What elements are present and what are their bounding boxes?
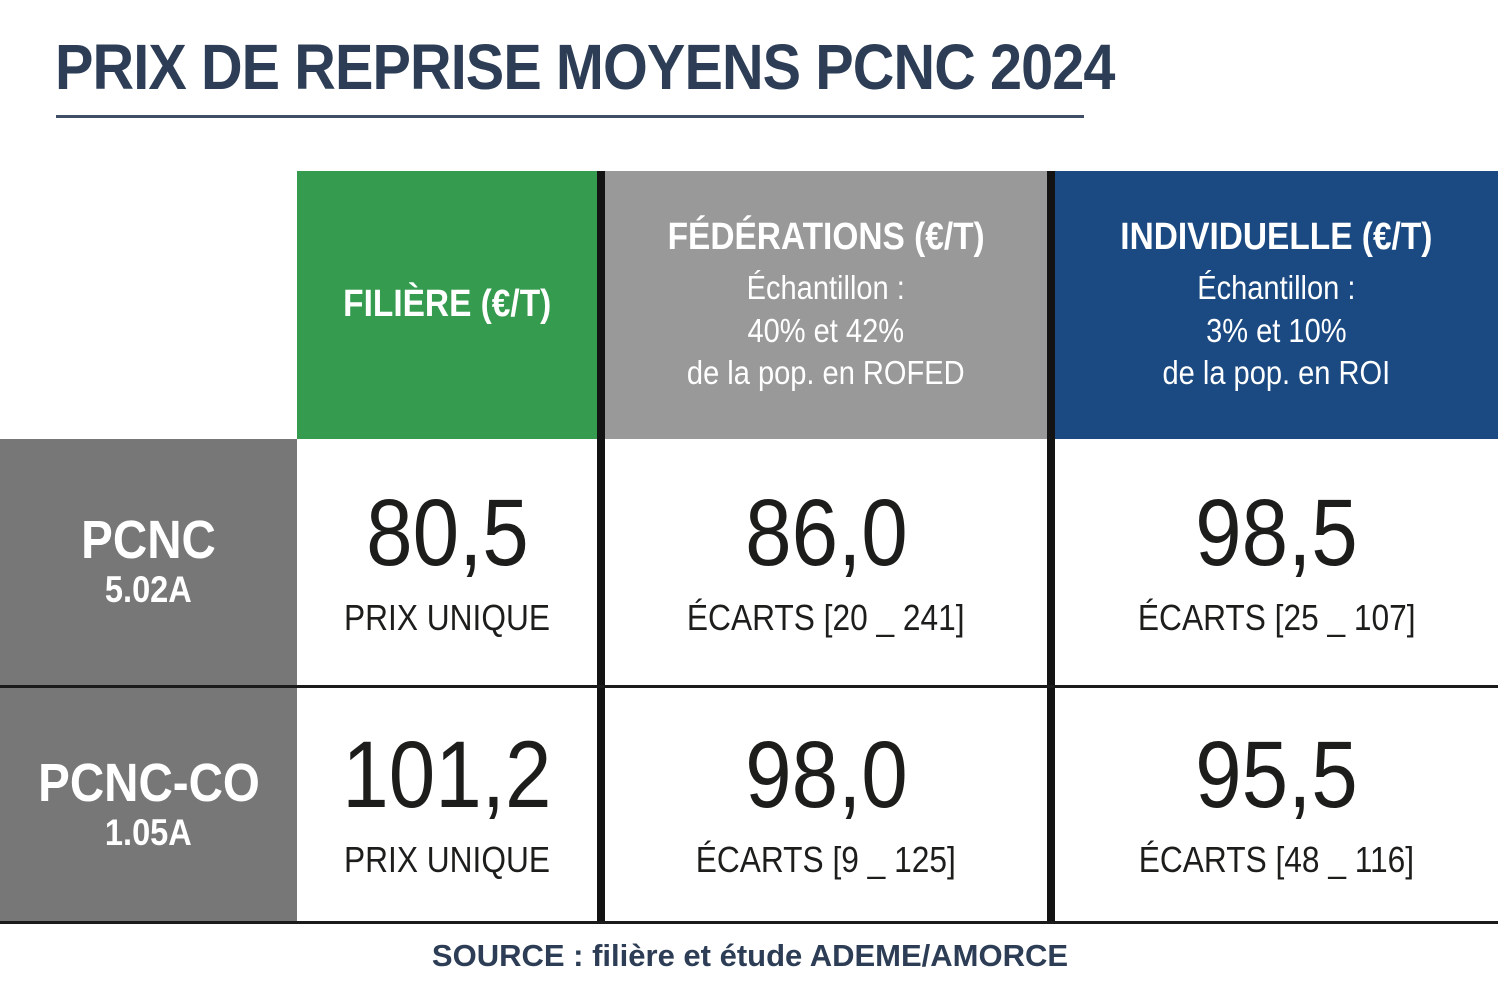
vertical-divider — [597, 171, 605, 924]
cell-value: 98,0 — [744, 722, 908, 828]
cell-pcnc-co-federations: 98,0 ÉCARTS [9 _ 125] — [605, 688, 1047, 921]
subtitle-line: Échantillon : — [1197, 269, 1356, 307]
cell-label: PRIX UNIQUE — [344, 839, 550, 880]
row-header-pcnc: PCNC 5.02A — [0, 439, 297, 685]
column-header-label: FÉDÉRATIONS (€/T) — [667, 215, 985, 258]
cell-pcnc-co-filiere: 101,2 PRIX UNIQUE — [297, 688, 597, 921]
cell-value: 95,5 — [1195, 722, 1358, 828]
column-header-individuelle: INDIVIDUELLE (€/T) Échantillon : 3% et 1… — [1055, 171, 1498, 439]
source-note: SOURCE : filière et étude ADEME/AMORCE — [431, 938, 1069, 973]
row-divider — [0, 685, 1498, 688]
row-name: PCNC — [81, 510, 216, 571]
cell-label: ÉCARTS [9 _ 125] — [695, 839, 957, 880]
page-title: PRIX DE REPRISE MOYENS PCNC 2024 — [55, 31, 1115, 103]
cell-value: 80,5 — [365, 479, 529, 586]
subtitle-line: Échantillon : — [746, 269, 906, 307]
column-header-label: FILIÈRE (€/T) — [342, 283, 552, 326]
column-header-subtitle: Échantillon : 40% et 42% de la pop. en R… — [687, 267, 965, 394]
subtitle-line: de la pop. en ROFED — [687, 353, 965, 391]
cell-label: ÉCARTS [48 _ 116] — [1138, 839, 1415, 880]
table-bottom-border — [0, 921, 1498, 924]
row-header-pcnc-co: PCNC-CO 1.05A — [0, 688, 297, 921]
row-code: 1.05A — [105, 811, 192, 853]
cell-value: 86,0 — [744, 479, 908, 586]
title-underline — [56, 115, 1084, 118]
column-header-label: INDIVIDUELLE (€/T) — [1120, 215, 1433, 258]
cell-label: ÉCARTS [25 _ 107] — [1137, 596, 1416, 638]
row-name: PCNC-CO — [37, 752, 260, 813]
subtitle-line: 3% et 10% — [1206, 311, 1347, 349]
subtitle-line: 40% et 42% — [747, 311, 905, 349]
cell-pcnc-filiere: 80,5 PRIX UNIQUE — [297, 439, 597, 685]
column-header-subtitle: Échantillon : 3% et 10% de la pop. en RO… — [1163, 267, 1391, 394]
cell-value: 98,5 — [1195, 479, 1358, 586]
vertical-divider — [1047, 171, 1055, 924]
cell-label: ÉCARTS [20 _ 241] — [687, 596, 965, 638]
cell-label: PRIX UNIQUE — [344, 596, 550, 638]
column-header-filiere: FILIÈRE (€/T) — [297, 171, 597, 439]
row-code: 5.02A — [105, 569, 192, 611]
cell-pcnc-co-individuelle: 95,5 ÉCARTS [48 _ 116] — [1055, 688, 1498, 921]
column-header-federations: FÉDÉRATIONS (€/T) Échantillon : 40% et 4… — [605, 171, 1047, 439]
cell-value: 101,2 — [342, 722, 552, 828]
cell-pcnc-federations: 86,0 ÉCARTS [20 _ 241] — [605, 439, 1047, 685]
cell-pcnc-individuelle: 98,5 ÉCARTS [25 _ 107] — [1055, 439, 1498, 685]
subtitle-line: de la pop. en ROI — [1162, 353, 1391, 391]
price-table: FILIÈRE (€/T) FÉDÉRATIONS (€/T) Échantil… — [0, 171, 1498, 924]
